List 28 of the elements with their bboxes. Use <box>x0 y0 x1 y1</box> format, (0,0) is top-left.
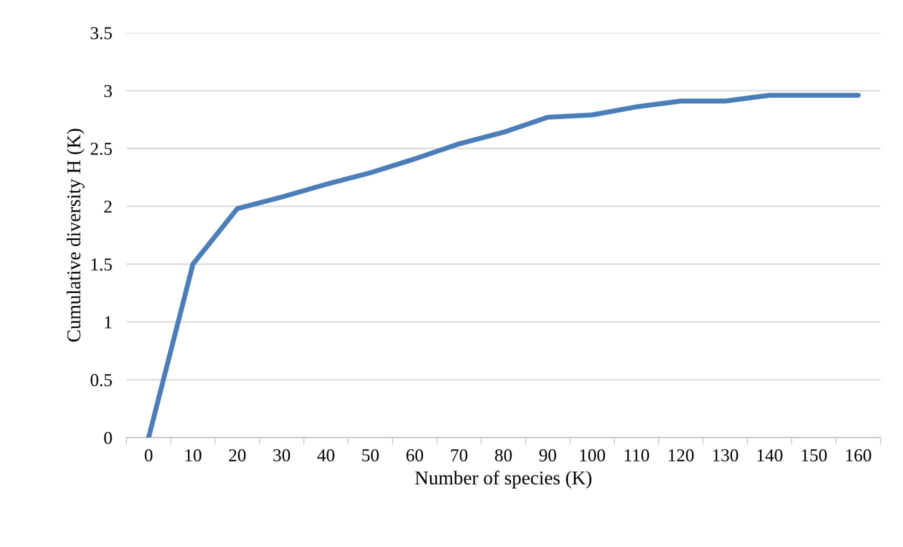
line-series <box>146 92 861 438</box>
x-tick-label: 0 <box>144 449 152 462</box>
x-tick-label: 70 <box>451 449 468 462</box>
x-tick-label: 50 <box>362 449 379 462</box>
x-tick-label: 80 <box>495 449 512 462</box>
y-tick-label: 1.5 <box>92 258 112 271</box>
x-tick-label: 40 <box>317 449 334 462</box>
y-tick-label: 2.5 <box>90 142 112 155</box>
x-tick-label: 140 <box>758 449 782 462</box>
y-tick-label: 0.5 <box>90 374 112 386</box>
x-tick-label: 100 <box>580 449 605 462</box>
x-tick-label: 60 <box>406 449 424 462</box>
y-tick-label: 3 <box>104 84 112 98</box>
x-tick-label: 120 <box>668 449 694 462</box>
y-tick-label: 0 <box>104 432 112 444</box>
x-tick-label: 10 <box>186 449 202 462</box>
x-axis-title: Number of species (K) <box>415 470 592 488</box>
y-axis-title: Cumulative diversity H (K) <box>66 128 84 342</box>
x-tick-label: 150 <box>802 449 827 462</box>
x-tick-label: 90 <box>539 449 556 462</box>
y-tick-label: 2 <box>104 200 112 213</box>
y-tick-label: 3.5 <box>90 27 112 40</box>
y-tick-label: 1 <box>105 316 112 328</box>
x-tick-label: 160 <box>846 449 872 462</box>
x-tick-label: 110 <box>624 449 649 462</box>
x-tick-label: 20 <box>229 449 246 462</box>
x-tick-label: 30 <box>273 449 290 462</box>
x-tick-label: 130 <box>713 449 738 462</box>
